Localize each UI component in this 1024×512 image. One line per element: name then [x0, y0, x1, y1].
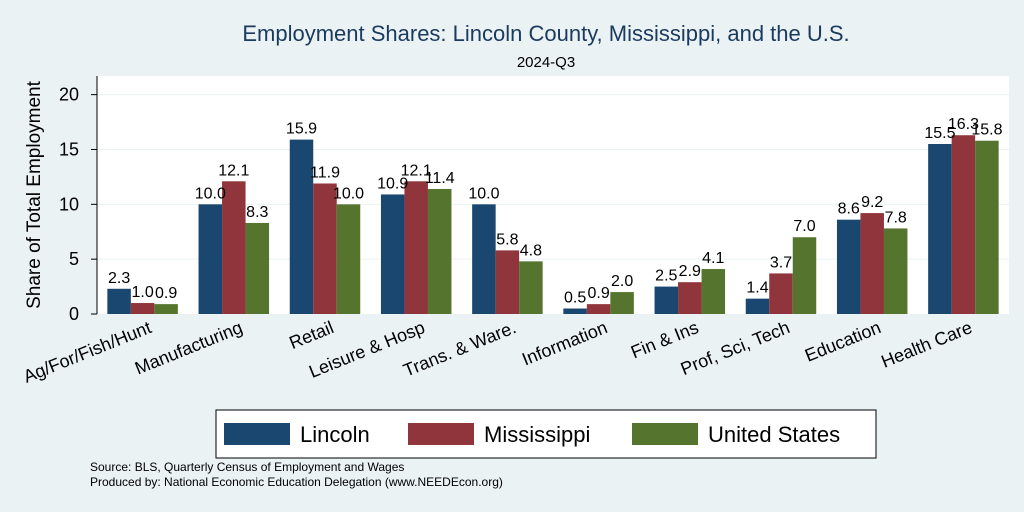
data-label-mississippi: 11.9 [310, 164, 340, 181]
bar-mississippi [860, 213, 884, 314]
data-label-united-states: 2.0 [611, 273, 633, 290]
bar-mississippi [404, 181, 428, 314]
bar-mississippi [130, 303, 155, 314]
data-label-lincoln: 2.5 [655, 268, 677, 285]
source-note: Source: BLS, Quarterly Census of Employm… [90, 460, 404, 474]
data-label-lincoln: 0.5 [564, 290, 586, 307]
bar-lincoln [107, 288, 131, 314]
legend-label-lincoln: Lincoln [300, 422, 370, 447]
data-label-united-states: 4.1 [702, 250, 724, 267]
data-label-lincoln: 8.6 [838, 201, 860, 218]
bar-mississippi [495, 250, 520, 314]
chart-title: Employment Shares: Lincoln County, Missi… [242, 21, 849, 46]
data-labels: 2.31.0 0.910.012.18.315.911.910.010.912.1… [108, 116, 1003, 306]
data-label-lincoln: 15.5 [924, 125, 955, 142]
data-label-mississippi: 1.0 [131, 284, 153, 301]
legend-box [215, 409, 877, 459]
data-label-lincoln: 1.4 [746, 280, 768, 297]
producer-note: Produced by: National Economic Education… [90, 475, 503, 489]
data-label-mississippi: 5.8 [496, 231, 518, 248]
chart-subtitle: 2024-Q3 [517, 54, 575, 71]
y-tick-label: 15 [59, 139, 79, 159]
legend-label-mississippi: Mississippi [484, 422, 590, 447]
bar-united-states [427, 188, 452, 314]
bar-united-states [154, 304, 178, 314]
data-label-lincoln: 15.9 [286, 121, 317, 138]
bar-mississippi [313, 183, 337, 314]
bar-united-states [336, 204, 361, 314]
data-label-lincoln: 10.0 [195, 185, 226, 202]
legend-swatch-united-states [632, 423, 698, 445]
data-label-mississippi: 0.9 [587, 285, 609, 302]
bar-lincoln [654, 286, 679, 314]
y-axis-label: Share of Total Employment [24, 80, 45, 308]
data-label-united-states: 11.4 [425, 170, 455, 187]
data-label-lincoln: 2.3 [108, 270, 130, 287]
data-label-united-states: 15.8 [971, 122, 1002, 139]
legend: Lincoln Mississippi United States [215, 409, 877, 459]
bar-mississippi [586, 304, 611, 314]
y-tick-label: 20 [59, 85, 79, 105]
data-label-united-states: 8.3 [246, 204, 268, 221]
legend-swatch-mississippi [408, 423, 474, 445]
y-axis-ticks: 0 5 10 15 20 [59, 85, 97, 324]
bar-united-states [883, 228, 908, 314]
data-label-united-states: 7.0 [793, 218, 815, 235]
data-label-lincoln: 10.9 [377, 175, 408, 192]
data-label-united-states: 7.8 [885, 209, 907, 226]
data-label-mississippi: 16.3 [948, 116, 979, 133]
data-label-united-states: 0.9 [155, 285, 177, 302]
data-label-mississippi: 12.1 [401, 162, 432, 179]
legend-label-united-states: United States [708, 422, 840, 447]
data-label-mississippi: 3.7 [770, 254, 792, 271]
bar-mississippi [769, 273, 793, 314]
bar-united-states [519, 261, 543, 314]
bar-lincoln [928, 144, 952, 314]
y-tick-label: 5 [69, 249, 79, 269]
bar-lincoln [198, 204, 223, 314]
bar-mississippi [222, 181, 246, 314]
bar-lincoln [745, 298, 770, 314]
bar-united-states [792, 237, 817, 314]
bar-united-states [701, 269, 726, 314]
data-label-united-states: 10.0 [333, 185, 364, 202]
data-label-mississippi: 12.1 [218, 162, 249, 179]
data-label-lincoln: 10.0 [468, 185, 499, 202]
bar-lincoln [563, 308, 587, 314]
bar-lincoln [289, 139, 314, 314]
bars [107, 135, 999, 314]
data-label-mississippi: 9.2 [861, 194, 883, 211]
bar-united-states [245, 222, 270, 314]
bar-mississippi [678, 282, 702, 314]
bar-united-states [975, 140, 999, 314]
y-tick-label: 0 [69, 304, 79, 324]
bar-mississippi [951, 135, 976, 314]
bar-lincoln [836, 219, 861, 314]
data-label-mississippi: 2.9 [679, 263, 701, 280]
bar-lincoln [380, 194, 405, 314]
bar-united-states [610, 292, 634, 314]
bar-lincoln [472, 204, 496, 314]
y-tick-label: 10 [59, 194, 79, 214]
data-label-united-states: 4.8 [520, 242, 542, 259]
legend-swatch-lincoln [224, 423, 290, 445]
